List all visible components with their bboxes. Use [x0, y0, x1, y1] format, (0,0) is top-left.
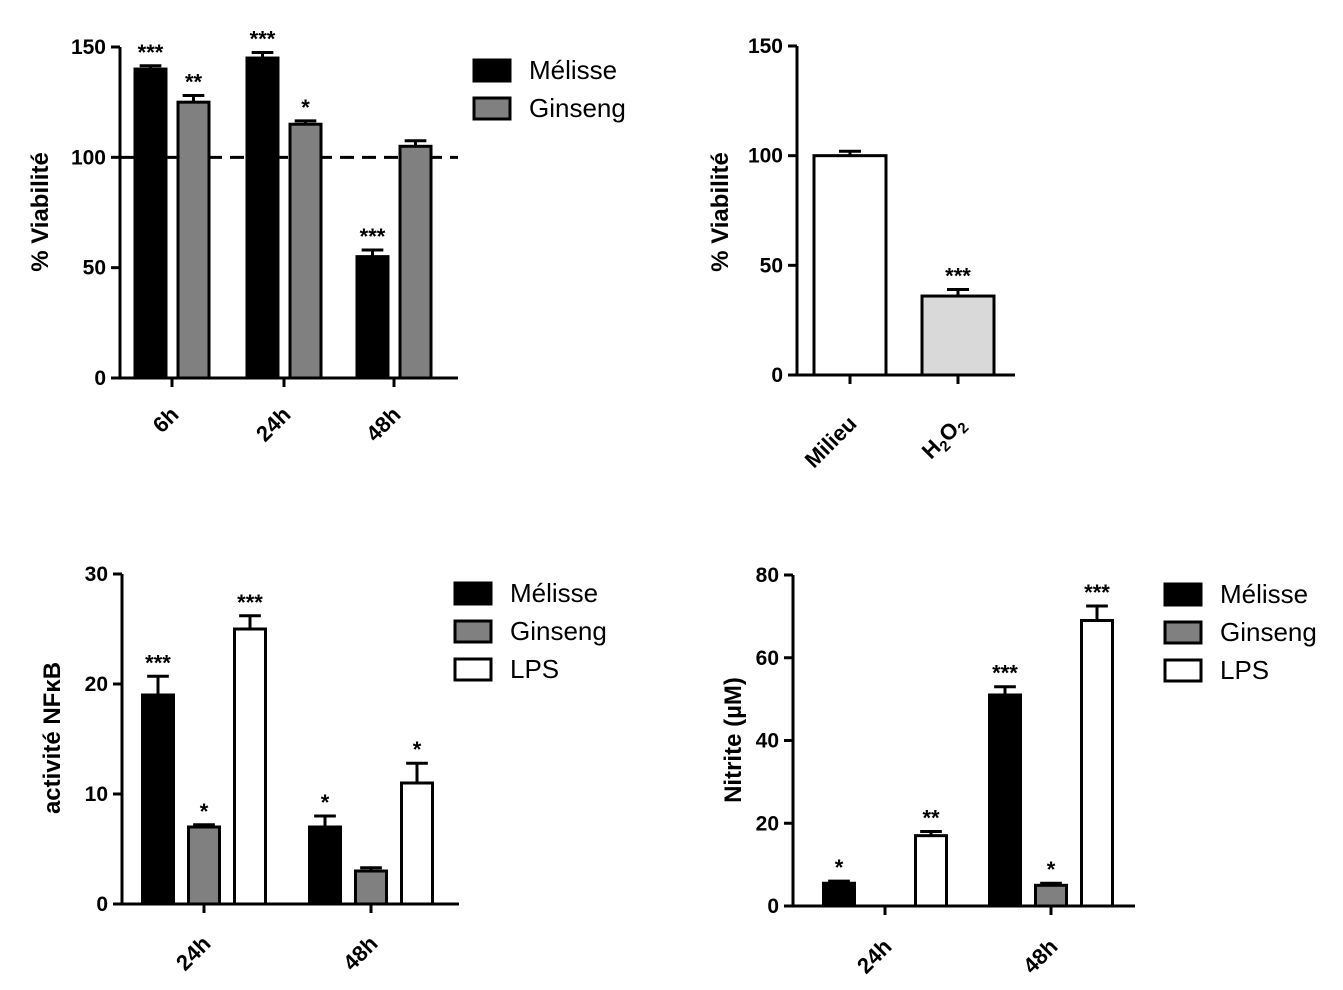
bar-mélisse-48h [988, 693, 1022, 908]
y-tick-label: 60 [756, 647, 779, 670]
significance-label: * [413, 737, 422, 762]
y-tick-label: 50 [83, 257, 106, 280]
bar-value-milieu [812, 154, 888, 377]
significance-label: * [200, 799, 209, 824]
x-tick-label: H2O2 [917, 411, 973, 467]
bar-mélisse-48h [355, 255, 390, 380]
y-tick-label: 80 [756, 564, 779, 587]
bar-mélisse-24h [245, 56, 280, 380]
bar-mélisse-6h [133, 67, 168, 380]
significance-label: ** [922, 806, 940, 831]
y-axis-title: activité NFκB [39, 662, 66, 814]
legend-swatch-ginseng [472, 96, 512, 121]
legend-label-mélisse: Mélisse [1220, 579, 1308, 609]
y-tick-label: 20 [756, 812, 779, 835]
y-tick-label: 50 [760, 254, 783, 277]
bar-ginseng-48h [398, 144, 433, 380]
bar-mélisse-24h [141, 693, 175, 906]
legend-label-ginseng: Ginseng [510, 616, 607, 646]
significance-label: *** [237, 590, 263, 615]
y-tick-label: 100 [71, 146, 106, 169]
significance-label: *** [992, 661, 1018, 686]
significance-label: *** [250, 27, 276, 52]
bar-lps-48h [1080, 619, 1114, 908]
significance-label: *** [1084, 580, 1110, 605]
significance-label: * [321, 790, 330, 815]
bar-ginseng-6h [176, 100, 211, 380]
bar-lps-48h [400, 781, 434, 906]
legend-label-ginseng: Ginseng [529, 93, 626, 123]
y-tick-label: 30 [85, 563, 108, 586]
y-tick-label: 20 [85, 673, 108, 696]
y-tick-label: 0 [767, 895, 779, 918]
significance-label: * [1047, 857, 1056, 882]
y-axis-title: % Viabilité [707, 152, 734, 272]
y-axis-title: Nitrite (µM) [720, 677, 747, 803]
legend-label-mélisse: Mélisse [529, 55, 617, 85]
bar-ginseng-48h [1034, 883, 1068, 908]
x-tick-label: Milieu [800, 411, 862, 473]
bar-ginseng-24h [187, 825, 221, 906]
legend-label-lps: LPS [510, 654, 559, 684]
significance-label: *** [945, 263, 971, 288]
bar-lps-24h [914, 834, 948, 908]
legend-swatch-mélisse [453, 581, 493, 606]
chart-panel-2: 0 50 100 150 % Viabilité Milieu *** H2O2 [707, 35, 1015, 473]
legend-swatch-ginseng [1163, 620, 1203, 645]
legend-label-mélisse: Mélisse [510, 578, 598, 608]
significance-label: * [301, 95, 310, 120]
x-tick-label: 24h [852, 934, 896, 978]
x-tick-label: 48h [1018, 934, 1062, 978]
legend-label-lps: LPS [1220, 655, 1269, 685]
y-tick-label: 150 [748, 35, 783, 58]
significance-label: ** [185, 70, 203, 95]
significance-label: * [835, 855, 844, 880]
y-axis-title: % Viabilité [27, 152, 54, 272]
bar-value-h2o2 [920, 294, 996, 377]
y-tick-label: 0 [94, 367, 106, 390]
x-tick-label: 24h [171, 931, 215, 975]
y-tick-label: 100 [748, 145, 783, 168]
y-tick-label: 0 [96, 893, 108, 916]
legend-label-ginseng: Ginseng [1220, 617, 1317, 647]
y-tick-label: 10 [85, 783, 108, 806]
y-tick-label: 150 [71, 36, 106, 59]
legend-swatch-mélisse [1163, 582, 1203, 607]
bar-mélisse-24h [822, 881, 856, 908]
bar-ginseng-48h [354, 869, 388, 906]
bar-mélisse-48h [308, 825, 342, 906]
legend-swatch-ginseng [453, 619, 493, 644]
legend-swatch-mélisse [472, 58, 512, 83]
y-tick-label: 40 [756, 730, 779, 753]
significance-label: *** [360, 224, 386, 249]
bar-ginseng-24h [288, 122, 323, 380]
x-tick-label: 48h [338, 931, 382, 975]
significance-label: *** [145, 650, 171, 675]
x-tick-label: 24h [251, 402, 295, 446]
bar-lps-24h [233, 627, 267, 906]
legend-swatch-lps [1163, 658, 1203, 683]
x-tick-label: 6h [148, 402, 184, 438]
y-tick-label: 0 [771, 364, 783, 387]
significance-label: *** [138, 40, 164, 65]
legend-swatch-lps [453, 657, 493, 682]
x-tick-label: 48h [361, 402, 405, 446]
